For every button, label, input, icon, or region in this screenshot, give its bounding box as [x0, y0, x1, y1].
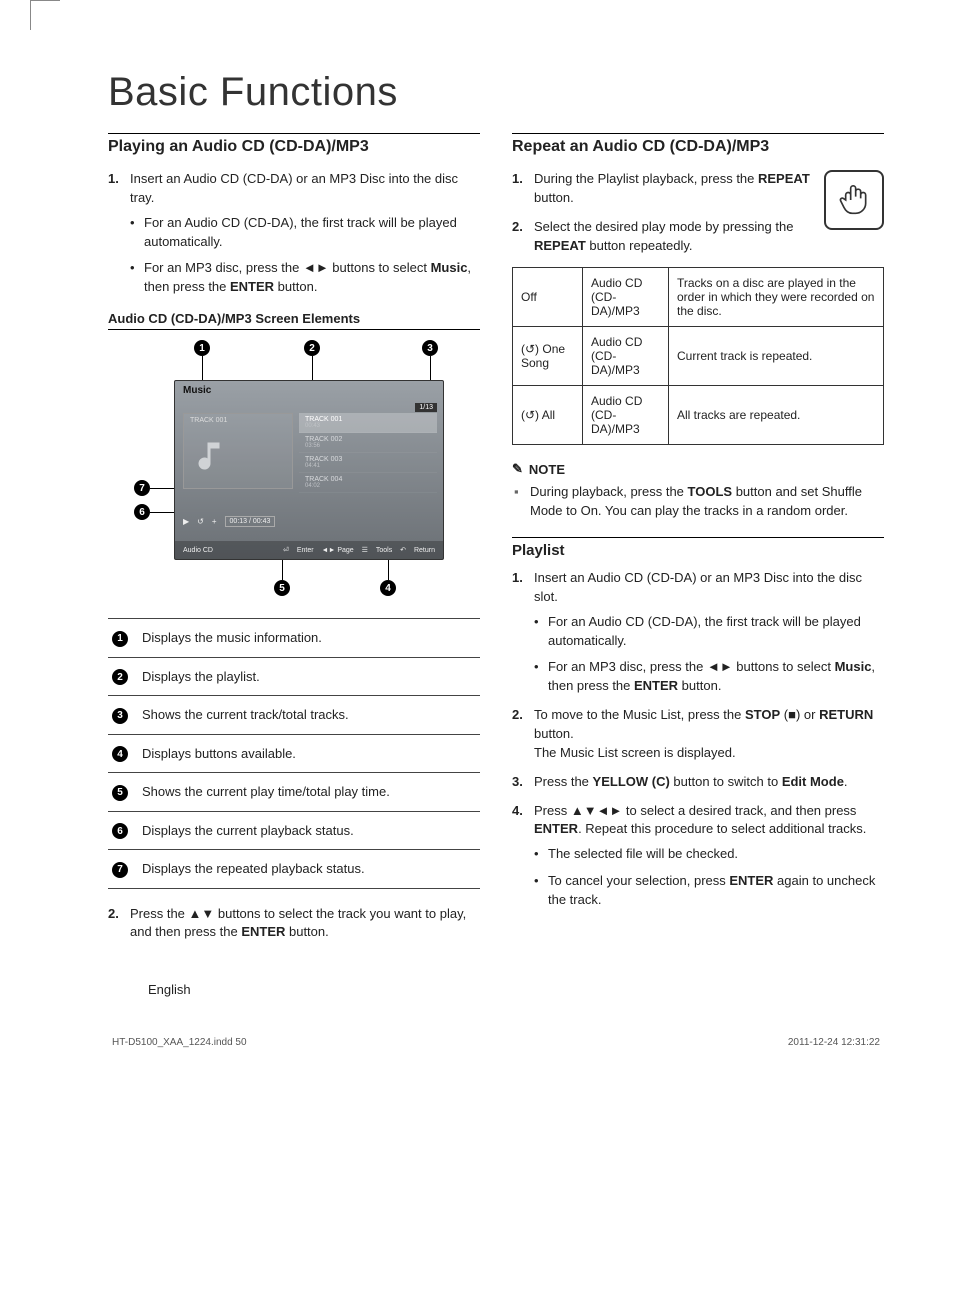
- cell-desc: Current track is repeated.: [669, 327, 884, 386]
- callout-6: 6: [134, 504, 150, 520]
- footer-buttons: ⏎ Enter ◄► Page ☰ Tools ↶ Return: [277, 546, 435, 554]
- playlist-bullet: For an MP3 disc, press the ◄► buttons to…: [534, 658, 884, 696]
- time-box: 00:13 / 00:43: [225, 516, 276, 527]
- now-playing-label: TRACK 001: [184, 414, 292, 427]
- language-label: English: [148, 982, 884, 997]
- callout-4: 4: [380, 580, 396, 596]
- section-playing: Playing an Audio CD (CD-DA)/MP3: [108, 133, 480, 156]
- screen-elements-heading: Audio CD (CD-DA)/MP3 Screen Elements: [108, 311, 480, 330]
- cell-desc: All tracks are repeated.: [669, 386, 884, 445]
- legend-table: 1 Displays the music information. 2 Displa…: [108, 618, 480, 889]
- legend-num: 2: [112, 669, 128, 685]
- repeat-step-1: During the Playlist playback, press the …: [512, 170, 884, 208]
- crop-mark: [30, 0, 60, 30]
- section-playlist: Playlist: [512, 537, 884, 559]
- cell-onesong: (↺) One Song: [513, 327, 583, 386]
- track-row: TRACK 00100:43: [299, 413, 437, 433]
- legend-num: 1: [112, 631, 128, 647]
- callout-7: 7: [134, 480, 150, 496]
- legend-num: 6: [112, 823, 128, 839]
- playlist-panel: TRACK 00100:43 TRACK 00203:56 TRACK 0030…: [299, 413, 437, 503]
- callout-3: 3: [422, 340, 438, 356]
- cell-type: Audio CD (CD-DA)/MP3: [583, 327, 669, 386]
- music-note-icon: [194, 438, 230, 474]
- disc-label: Audio CD: [183, 547, 213, 554]
- legend-text: Displays the current playback status.: [138, 811, 480, 850]
- legend-text: Displays the repeated playback status.: [138, 850, 480, 889]
- legend-text: Displays the music information.: [138, 619, 480, 658]
- repeat-step-2: Select the desired play mode by pressing…: [512, 218, 884, 256]
- playlist-step-2: To move to the Music List, press the STO…: [512, 706, 884, 763]
- screen-footer: Audio CD ⏎ Enter ◄► Page ☰ Tools ↶ Retur…: [175, 541, 443, 559]
- play-icon: ▶: [183, 517, 189, 526]
- cell-all: (↺) All: [513, 386, 583, 445]
- playlist-step-1: Insert an Audio CD (CD-DA) or an MP3 Dis…: [512, 569, 884, 696]
- page-title: Basic Functions: [108, 70, 884, 115]
- legend-text: Displays the playlist.: [138, 657, 480, 696]
- legend-num: 5: [112, 785, 128, 801]
- callout-2: 2: [304, 340, 320, 356]
- legend-num: 7: [112, 862, 128, 878]
- step-1: Insert an Audio CD (CD-DA) or an MP3 Dis…: [108, 170, 480, 297]
- cell-type: Audio CD (CD-DA)/MP3: [583, 386, 669, 445]
- footer-file: HT-D5100_XAA_1224.indd 50: [112, 1037, 247, 1048]
- cell-off: Off: [513, 268, 583, 327]
- legend-num: 3: [112, 708, 128, 724]
- playlist-bullet: The selected file will be checked.: [534, 845, 884, 864]
- note-header: ✎ NOTE: [512, 461, 884, 477]
- footer-bar: HT-D5100_XAA_1224.indd 50 2011-12-24 12:…: [108, 1037, 884, 1048]
- track-row: TRACK 00304:41: [299, 453, 437, 473]
- track-row: TRACK 00203:56: [299, 433, 437, 453]
- playlist-step-4: Press ▲▼◄► to select a desired track, an…: [512, 802, 884, 910]
- repeat-icon: ↺: [197, 517, 204, 526]
- callout-1: 1: [194, 340, 210, 356]
- step-1-text: Insert an Audio CD (CD-DA) or an MP3 Dis…: [130, 171, 458, 205]
- repeat-mode-table: Off Audio CD (CD-DA)/MP3 Tracks on a dis…: [512, 267, 884, 445]
- footer-date: 2011-12-24 12:31:22: [788, 1037, 880, 1048]
- legend-text: Displays buttons available.: [138, 734, 480, 773]
- playlist-bullet: For an Audio CD (CD-DA), the first track…: [534, 613, 884, 651]
- screen-diagram: 1 2 3 7 6 5 4 Music 1/13: [134, 340, 454, 600]
- cell-type: Audio CD (CD-DA)/MP3: [583, 268, 669, 327]
- legend-text: Shows the current track/total tracks.: [138, 696, 480, 735]
- cell-desc: Tracks on a disc are played in the order…: [669, 268, 884, 327]
- playback-controls: ▶ ↺ + 00:13 / 00:43: [183, 516, 275, 527]
- playlist-bullet: To cancel your selection, press ENTER ag…: [534, 872, 884, 910]
- legend-num: 4: [112, 746, 128, 762]
- left-column: Playing an Audio CD (CD-DA)/MP3 Insert a…: [108, 133, 480, 952]
- legend-text: Shows the current play time/total play t…: [138, 773, 480, 812]
- note-body: During playback, press the TOOLS button …: [512, 483, 884, 521]
- screen-header: Music: [175, 381, 443, 400]
- callout-5: 5: [274, 580, 290, 596]
- step1-bullet1: For an Audio CD (CD-DA), the first track…: [130, 214, 480, 252]
- track-row: TRACK 00404:02: [299, 473, 437, 493]
- pencil-icon: ✎: [512, 461, 523, 477]
- right-column: Repeat an Audio CD (CD-DA)/MP3 During th…: [512, 133, 884, 952]
- step1-bullet2: For an MP3 disc, press the ◄► buttons to…: [130, 259, 480, 297]
- music-screen: Music 1/13 TRACK 001 TRACK 00100:43 TRAC…: [174, 380, 444, 560]
- section-repeat: Repeat an Audio CD (CD-DA)/MP3: [512, 133, 884, 156]
- page-badge: 1/13: [415, 403, 437, 412]
- step-2: Press the ▲▼ buttons to select the track…: [108, 905, 480, 943]
- now-playing-panel: TRACK 001: [183, 413, 293, 489]
- playlist-step-3: Press the YELLOW (C) button to switch to…: [512, 773, 884, 792]
